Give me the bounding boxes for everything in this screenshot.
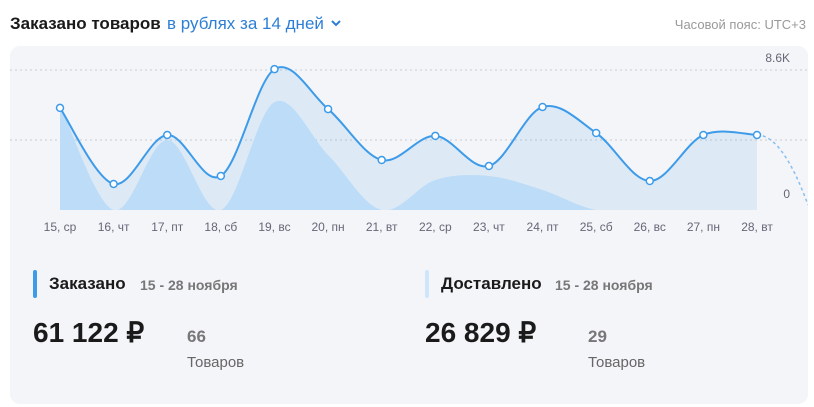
x-tick-label: 27, пн — [687, 220, 720, 234]
point — [431, 131, 440, 141]
point — [162, 130, 172, 140]
x-tick-label: 24, пт — [527, 220, 560, 234]
point — [109, 179, 118, 189]
x-tick-label: 19, вс — [258, 220, 290, 234]
timezone: Часовой пояс: UTC+3 — [674, 17, 806, 32]
point — [699, 130, 708, 140]
x-tick-label: 26, вс — [634, 220, 666, 234]
summary-count-label: Товаров — [187, 354, 245, 371]
summary-count-label: Товаров — [588, 354, 646, 371]
point — [377, 155, 386, 165]
x-tick-label: 23, чт — [473, 220, 505, 234]
point — [645, 176, 655, 186]
y-tick-label: 0 — [783, 187, 790, 201]
period-select[interactable]: в рублях за 14 дней — [167, 14, 343, 34]
x-tick-label: 28, вт — [741, 220, 773, 234]
area — [60, 100, 757, 210]
chevron — [331, 20, 341, 27]
x-tick-label: 16, чт — [98, 220, 130, 234]
summary-count: 29 — [588, 327, 607, 346]
area-under-line — [60, 67, 757, 210]
point — [484, 161, 494, 171]
point — [538, 102, 547, 112]
summary-count: 66 — [187, 327, 206, 346]
point — [591, 128, 601, 138]
chart: 0 8.6K 15, ср 16, чт 17, пт 18, сб 19, вс 20, п… — [10, 51, 808, 234]
x-tick-label: 15, ср — [44, 220, 77, 234]
accent-bar — [33, 270, 37, 298]
plot — [55, 64, 808, 210]
point — [752, 130, 762, 140]
title: Заказано товаров — [10, 14, 161, 33]
x-tick-label: 22, ср — [419, 220, 452, 234]
period: в рублях за 14 дней — [167, 14, 324, 33]
x-tick-label: 17, пт — [151, 220, 184, 234]
x-tick-label: 21, вт — [366, 220, 398, 234]
summary-amount: 61 122 ₽ — [33, 317, 145, 348]
summary-label: Доставлено — [441, 274, 542, 293]
point — [270, 64, 279, 74]
point — [323, 104, 333, 114]
x-tick-label: 20, пн — [312, 220, 345, 234]
x-tick-label: 25, сб — [580, 220, 613, 234]
summary-label: Заказано — [49, 274, 126, 293]
point — [55, 103, 65, 113]
summary-amount: 26 829 ₽ — [425, 317, 537, 348]
summary-dates: 15 - 28 ноября — [555, 277, 653, 293]
forecast — [756, 134, 808, 206]
accent-bar — [425, 270, 429, 298]
point — [216, 171, 226, 181]
x-tick-label: 18, сб — [204, 220, 237, 234]
y-tick-label: 8.6K — [765, 51, 790, 65]
card — [10, 46, 808, 404]
summary-dates: 15 - 28 ноября — [140, 277, 238, 293]
